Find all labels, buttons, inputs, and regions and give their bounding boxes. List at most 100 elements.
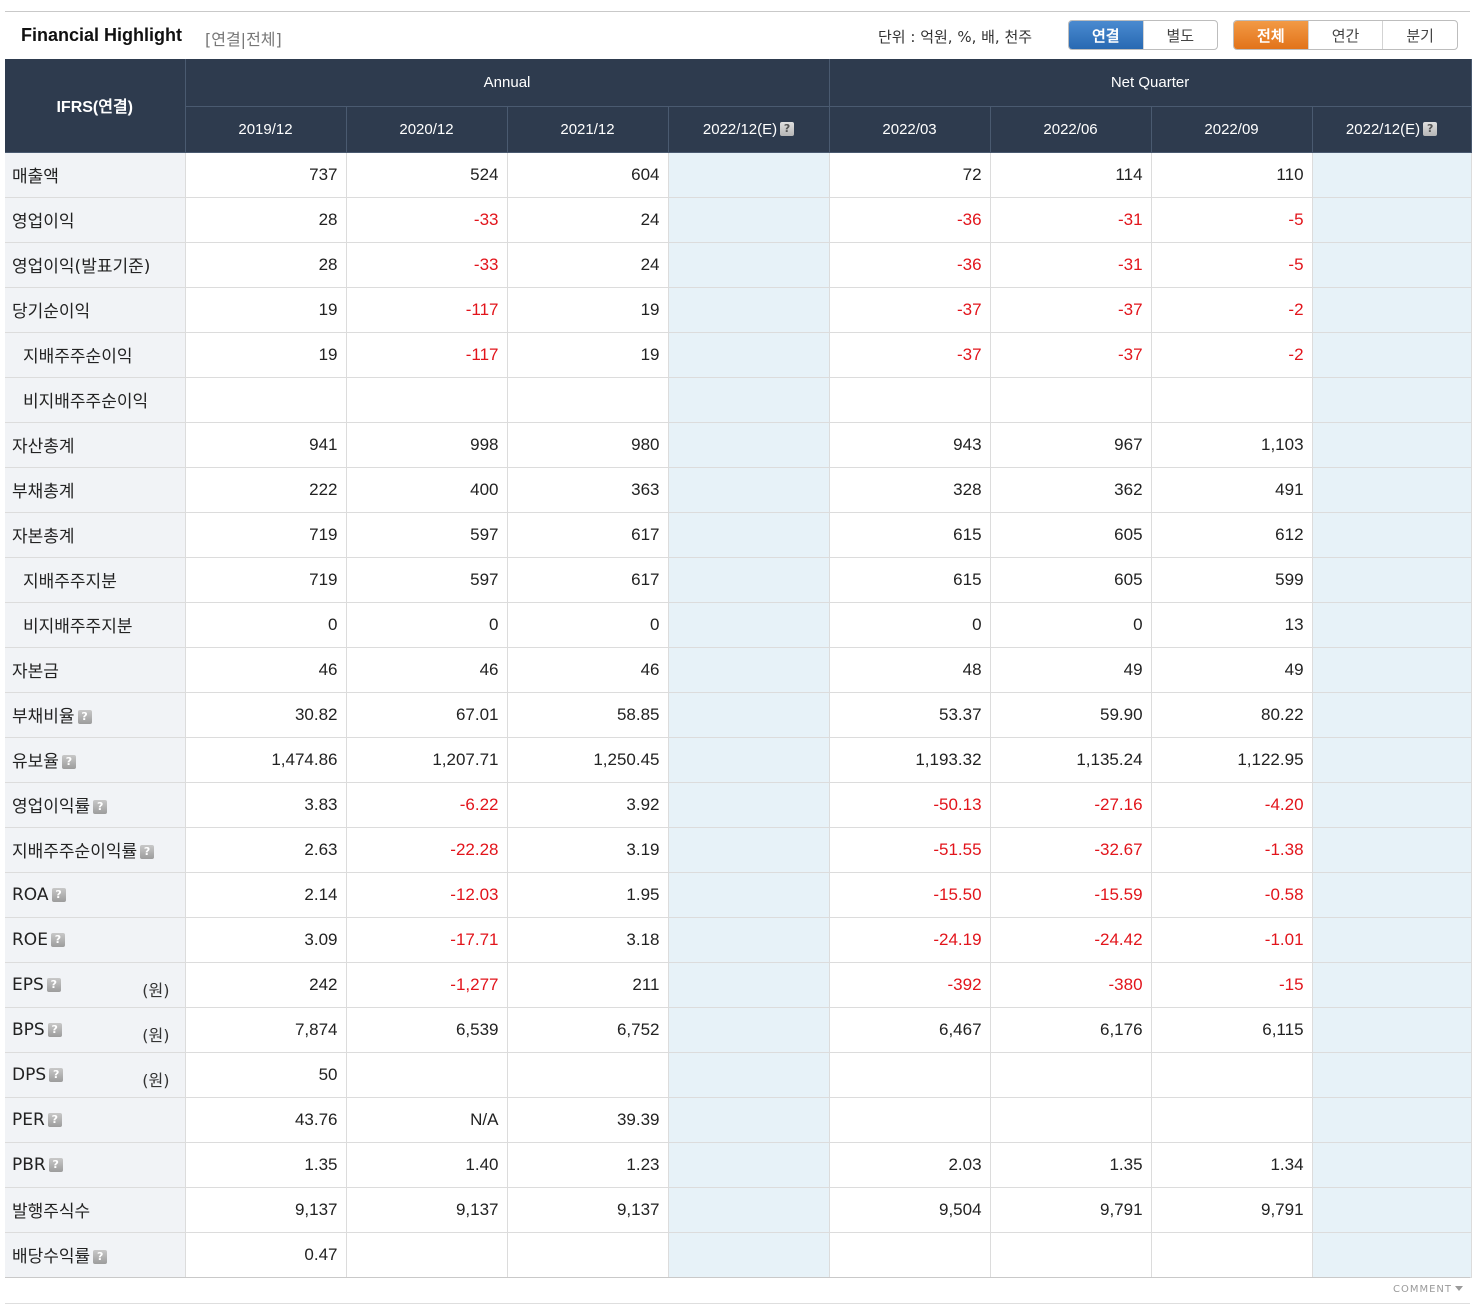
toggle-1-button-1[interactable]: 별도 <box>1142 21 1218 49</box>
table-row: 지배주주순이익 19 -117 19 -37 -37 -2 <box>5 332 1472 378</box>
row-label: 매출액 <box>12 167 59 187</box>
row-label: 영업이익(발표기준) <box>12 257 151 277</box>
row-label: 지배주주지분 <box>23 572 117 592</box>
help-icon[interactable]: ? <box>48 1157 63 1172</box>
row-label-cell: 유보율? <box>5 737 186 783</box>
value-cell <box>1312 287 1472 333</box>
value-cell: -117 <box>346 287 508 333</box>
value-cell <box>1312 512 1472 558</box>
toggle-2-button-0[interactable]: 전체 <box>1234 21 1308 49</box>
value-cell <box>507 1232 669 1278</box>
help-icon[interactable]: ? <box>1423 121 1438 136</box>
help-icon[interactable]: ? <box>51 887 66 902</box>
help-icon[interactable]: ? <box>140 845 155 859</box>
row-label: ROA <box>12 884 49 905</box>
value-cell <box>1312 467 1472 513</box>
value-cell: 1,135.24 <box>990 737 1152 783</box>
help-icon[interactable]: ? <box>47 1022 62 1037</box>
value-cell: -37 <box>990 287 1152 333</box>
value-cell <box>668 152 830 198</box>
help-icon[interactable]: ? <box>77 710 92 724</box>
value-cell <box>1312 1097 1472 1143</box>
value-cell: 615 <box>829 512 991 558</box>
value-cell: 3.83 <box>185 782 347 828</box>
value-cell: N/A <box>346 1097 508 1143</box>
column-header-0: 2019/12 <box>185 106 347 153</box>
value-cell <box>1312 872 1472 918</box>
value-cell: -15.59 <box>990 872 1152 918</box>
value-cell: 3.19 <box>507 827 669 873</box>
row-label-cell: ROA? <box>5 872 186 918</box>
row-label-cell: 배당수익률? <box>5 1232 186 1278</box>
row-label: 비지배주주순이익 <box>23 392 149 412</box>
value-cell: 9,791 <box>1151 1187 1313 1233</box>
value-cell: -33 <box>346 197 508 243</box>
value-cell <box>1312 1232 1472 1278</box>
value-cell <box>668 1187 830 1233</box>
row-label: PER <box>12 1109 45 1130</box>
value-cell: 719 <box>185 512 347 558</box>
value-cell: 363 <box>507 467 669 513</box>
help-icon[interactable]: ? <box>93 1250 108 1264</box>
value-cell: 1,193.32 <box>829 737 991 783</box>
value-cell: 24 <box>507 197 669 243</box>
value-cell <box>1312 377 1472 423</box>
value-cell <box>1312 332 1472 378</box>
value-cell: 328 <box>829 467 991 513</box>
value-cell <box>1151 1097 1313 1143</box>
column-header-label: 2022/09 <box>1204 120 1259 138</box>
value-cell: -4.20 <box>1151 782 1313 828</box>
value-cell: 0 <box>990 602 1152 648</box>
table-body: 매출액 737 524 604 72 114 110 영업이익 28 -33 24 -36 -31 -5 영… <box>5 152 1472 1278</box>
table-row: 당기순이익 19 -117 19 -37 -37 -2 <box>5 287 1472 333</box>
row-label: 발행주식수 <box>12 1202 91 1222</box>
comment-toggle[interactable]: COMMENT <box>1393 1284 1464 1295</box>
table-row: PER? 43.76 N/A 39.39 <box>5 1097 1472 1143</box>
row-label-cell: 자산총계 <box>5 422 186 468</box>
value-cell: 943 <box>829 422 991 468</box>
row-label-cell: 당기순이익 <box>5 287 186 333</box>
toggle-2-button-1[interactable]: 연간 <box>1307 21 1383 49</box>
value-cell: -117 <box>346 332 508 378</box>
value-cell <box>1151 377 1313 423</box>
help-icon[interactable]: ? <box>47 1112 62 1127</box>
value-cell: 524 <box>346 152 508 198</box>
comment-label: COMMENT <box>1393 1284 1453 1295</box>
help-icon[interactable]: ? <box>50 932 65 947</box>
value-cell <box>1151 1232 1313 1278</box>
column-header-1: 2020/12 <box>346 106 508 153</box>
row-label: 영업이익 <box>12 212 75 232</box>
value-cell: 617 <box>507 512 669 558</box>
value-cell: 2.14 <box>185 872 347 918</box>
help-icon[interactable]: ? <box>61 755 76 769</box>
value-cell <box>1312 917 1472 963</box>
value-cell: -31 <box>990 242 1152 288</box>
value-cell: 0 <box>507 602 669 648</box>
row-label: ROE <box>12 929 48 950</box>
help-icon[interactable]: ? <box>49 1067 64 1082</box>
help-icon[interactable]: ? <box>780 121 795 136</box>
row-label-cell: BPS? (원) <box>5 1007 186 1053</box>
value-cell: -24.19 <box>829 917 991 963</box>
table-row: PBR? 1.35 1.40 1.23 2.03 1.35 1.34 <box>5 1142 1472 1188</box>
value-cell: 1,122.95 <box>1151 737 1313 783</box>
table-row: 지배주주지분 719 597 617 615 605 599 <box>5 557 1472 603</box>
value-cell <box>668 512 830 558</box>
value-cell: 605 <box>990 557 1152 603</box>
help-icon[interactable]: ? <box>46 977 61 992</box>
value-cell <box>1312 1007 1472 1053</box>
value-cell <box>1312 782 1472 828</box>
value-cell <box>668 242 830 288</box>
value-cell: 719 <box>185 557 347 603</box>
row-label-cell: ROE? <box>5 917 186 963</box>
toggle-2-button-2[interactable]: 분기 <box>1382 21 1457 49</box>
help-icon[interactable]: ? <box>93 800 108 814</box>
row-label-cell: 영업이익률? <box>5 782 186 828</box>
value-cell <box>1312 152 1472 198</box>
toggle-1-button-0[interactable]: 연결 <box>1069 21 1143 49</box>
table-row: 매출액 737 524 604 72 114 110 <box>5 152 1472 198</box>
value-cell: 1,207.71 <box>346 737 508 783</box>
value-cell <box>668 962 830 1008</box>
value-cell <box>668 782 830 828</box>
section-title: Financial Highlight <box>21 25 182 45</box>
